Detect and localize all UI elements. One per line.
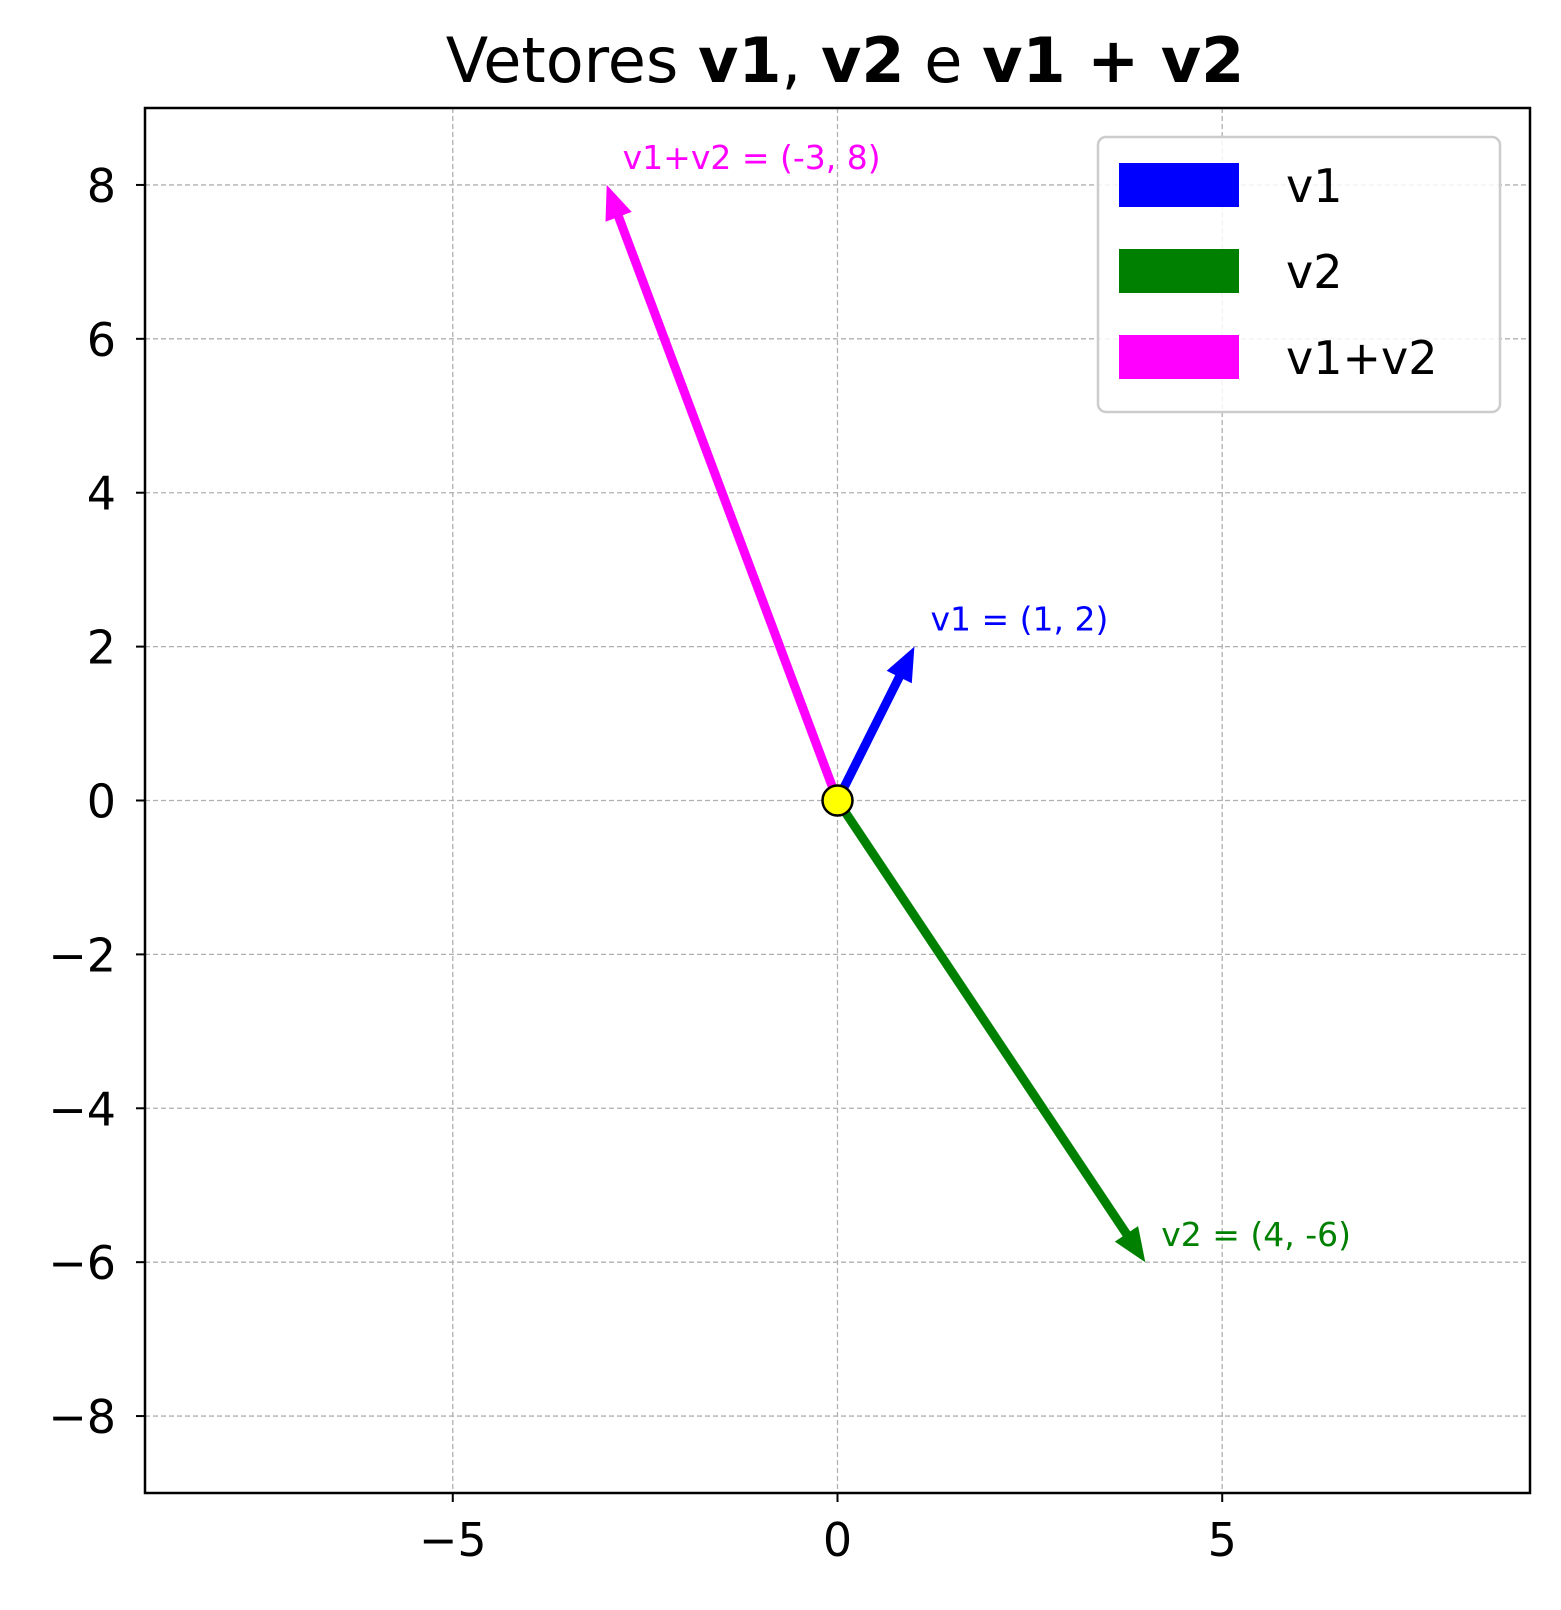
vector-label-v2: v2 = (4, -6) bbox=[1161, 1215, 1351, 1254]
y-tick-label-3: −2 bbox=[48, 928, 116, 982]
legend-label-v2: v2 bbox=[1286, 245, 1343, 299]
legend-swatch-v2 bbox=[1119, 249, 1239, 293]
y-tick-label-6: 4 bbox=[87, 467, 116, 521]
legend-swatch-v1 bbox=[1119, 163, 1239, 207]
grid bbox=[145, 108, 1530, 1493]
vector-annotations: v1 = (1, 2) v2 = (4, -6) v1+v2 = (-3, 8) bbox=[623, 138, 1351, 1254]
x-tick-label-0: −5 bbox=[419, 1513, 487, 1567]
vector-head-v1+v2 bbox=[605, 184, 632, 222]
y-tick-label-8: 8 bbox=[87, 159, 116, 213]
y-tick-label-2: −4 bbox=[48, 1082, 116, 1136]
legend: v1 v2 v1+v2 bbox=[1096, 135, 1502, 414]
legend-label-v1: v1 bbox=[1286, 159, 1343, 213]
vector-label-v1+v2: v1+v2 = (-3, 8) bbox=[623, 138, 881, 177]
vector-label-v1: v1 = (1, 2) bbox=[930, 600, 1108, 639]
title-part-2: v1 bbox=[698, 24, 782, 97]
chart-title: Vetores v1, v2 e v1 + v2 bbox=[446, 24, 1245, 97]
vector-head-v2 bbox=[1114, 1226, 1146, 1263]
y-tick-label-4: 0 bbox=[87, 775, 116, 829]
legend-label-v1+v2: v1+v2 bbox=[1286, 331, 1438, 385]
title-part-6: v1 + v2 bbox=[982, 24, 1244, 97]
vector-shaft-v2 bbox=[833, 798, 1132, 1239]
vector-shaft-v1+v2 bbox=[613, 213, 842, 803]
title-part-1: Vetores bbox=[446, 24, 698, 97]
axis-ticks: −5 0 5 −8 −6 −4 −2 0 2 4 6 8 bbox=[48, 159, 1237, 1567]
y-tick-label-7: 6 bbox=[87, 313, 116, 367]
vector-shaft-v1 bbox=[833, 673, 905, 803]
vectors bbox=[605, 184, 1146, 1263]
title-part-3: , bbox=[782, 24, 821, 97]
title-part-5: e bbox=[905, 24, 983, 97]
title-part-4: v2 bbox=[821, 24, 905, 97]
y-tick-label-0: −8 bbox=[48, 1390, 116, 1444]
legend-swatch-v1+v2 bbox=[1119, 335, 1239, 379]
x-tick-label-1: 0 bbox=[823, 1513, 852, 1567]
vector-head-v1 bbox=[886, 646, 915, 684]
origin-marker bbox=[821, 784, 854, 817]
y-tick-label-5: 2 bbox=[87, 621, 116, 675]
x-tick-label-2: 5 bbox=[1208, 1513, 1237, 1567]
y-tick-label-1: −6 bbox=[48, 1236, 116, 1290]
